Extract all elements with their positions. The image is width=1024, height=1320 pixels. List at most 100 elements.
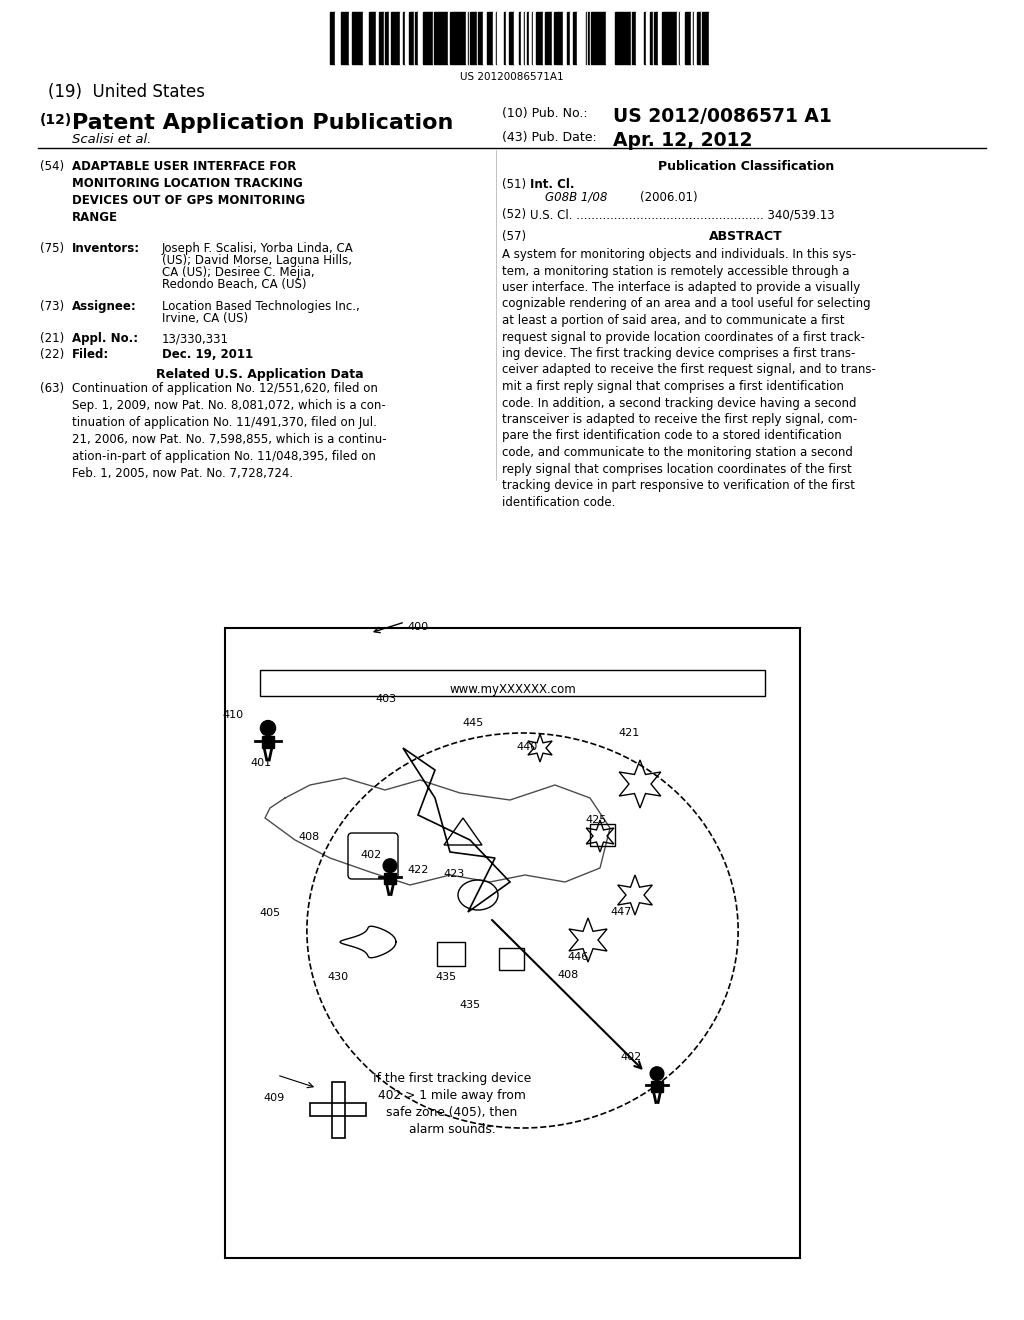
Text: Patent Application Publication: Patent Application Publication [72, 114, 454, 133]
Bar [440, 12, 442, 63]
Bar [455, 12, 457, 63]
Bar [675, 12, 677, 63]
Bar [475, 12, 477, 63]
Bar [644, 12, 646, 63]
Bar [225, 628, 800, 1258]
Bar [577, 12, 579, 63]
Bar [534, 12, 536, 63]
Text: (73): (73) [40, 300, 65, 313]
Text: (10) Pub. No.:: (10) Pub. No.: [502, 107, 588, 120]
Bar [262, 737, 274, 748]
Text: (52): (52) [502, 209, 526, 220]
Bar [541, 12, 543, 63]
Bar [504, 12, 506, 63]
Text: (51): (51) [502, 178, 526, 191]
Bar [516, 12, 519, 63]
Bar [385, 12, 387, 63]
Bar [349, 12, 352, 63]
Bar [651, 1081, 663, 1092]
Bar [682, 12, 685, 63]
Bar [470, 12, 472, 63]
Text: (19)  United States: (19) United States [48, 83, 205, 102]
Bar [580, 12, 583, 63]
Bar [430, 12, 432, 63]
Bar [590, 824, 615, 846]
Bar [554, 12, 557, 63]
Bar [376, 12, 378, 63]
Text: ABSTRACT: ABSTRACT [710, 230, 783, 243]
Text: 425: 425 [585, 814, 606, 825]
Circle shape [260, 721, 275, 735]
Text: Dec. 19, 2011: Dec. 19, 2011 [162, 348, 253, 360]
Bar [435, 12, 438, 63]
Text: 430: 430 [327, 972, 348, 982]
Text: Irvine, CA (US): Irvine, CA (US) [162, 312, 248, 325]
Text: 445: 445 [462, 718, 483, 729]
Bar [499, 948, 524, 970]
Bar [650, 12, 653, 63]
Bar [437, 942, 465, 966]
Text: 447: 447 [610, 907, 632, 917]
Bar [406, 12, 407, 63]
Bar [335, 12, 338, 63]
Bar [407, 12, 409, 63]
Text: Filed:: Filed: [72, 348, 110, 360]
Bar [506, 12, 509, 63]
Bar [392, 12, 394, 63]
Bar [449, 12, 450, 63]
Text: 435: 435 [435, 972, 456, 982]
Bar [382, 12, 384, 63]
Bar [612, 12, 615, 63]
Bar [332, 1082, 345, 1138]
Text: Publication Classification: Publication Classification [657, 160, 835, 173]
Text: US 2012/0086571 A1: US 2012/0086571 A1 [613, 107, 831, 125]
Text: 440: 440 [516, 742, 538, 752]
Bar [415, 12, 418, 63]
Bar [636, 12, 638, 63]
Bar [419, 12, 422, 63]
Bar [487, 12, 490, 63]
Bar [462, 12, 464, 63]
Bar [568, 12, 570, 63]
Text: Location Based Technologies Inc.,: Location Based Technologies Inc., [162, 300, 359, 313]
Bar [616, 12, 618, 63]
Bar [671, 12, 674, 63]
Text: 402: 402 [620, 1052, 641, 1063]
Text: Appl. No.:: Appl. No.: [72, 333, 138, 345]
Bar [570, 12, 573, 63]
Bar [458, 12, 461, 63]
Bar [397, 12, 400, 63]
Text: 422: 422 [407, 865, 428, 875]
Bar [564, 12, 567, 63]
Bar [658, 12, 662, 63]
Bar [330, 12, 333, 63]
Text: Assignee:: Assignee: [72, 300, 137, 313]
Bar [699, 12, 701, 63]
Bar [483, 12, 486, 63]
Bar [389, 12, 391, 63]
Bar [361, 12, 362, 63]
Bar [549, 12, 551, 63]
Bar [600, 12, 603, 63]
Bar [688, 12, 691, 63]
Text: 423: 423 [443, 869, 464, 879]
Text: (75): (75) [40, 242, 65, 255]
Text: Redondo Beach, CA (US): Redondo Beach, CA (US) [162, 279, 306, 290]
Bar [339, 12, 341, 63]
Bar [546, 12, 549, 63]
Text: (22): (22) [40, 348, 65, 360]
Text: 446: 446 [567, 952, 588, 962]
Text: 400: 400 [407, 622, 428, 632]
Bar [519, 12, 521, 63]
Bar [642, 12, 644, 63]
Text: (43) Pub. Date:: (43) Pub. Date: [502, 131, 597, 144]
Bar [529, 12, 532, 63]
Text: ADAPTABLE USER INTERFACE FOR
MONITORING LOCATION TRACKING
DEVICES OUT OF GPS MON: ADAPTABLE USER INTERFACE FOR MONITORING … [72, 160, 305, 224]
Text: A system for monitoring objects and individuals. In this sys-
tem, a monitoring : A system for monitoring objects and indi… [502, 248, 876, 508]
Bar [445, 12, 449, 63]
Bar [623, 12, 625, 63]
Circle shape [650, 1067, 664, 1081]
Bar [697, 12, 699, 63]
Text: 435: 435 [459, 1001, 480, 1010]
Text: 408: 408 [557, 970, 579, 979]
